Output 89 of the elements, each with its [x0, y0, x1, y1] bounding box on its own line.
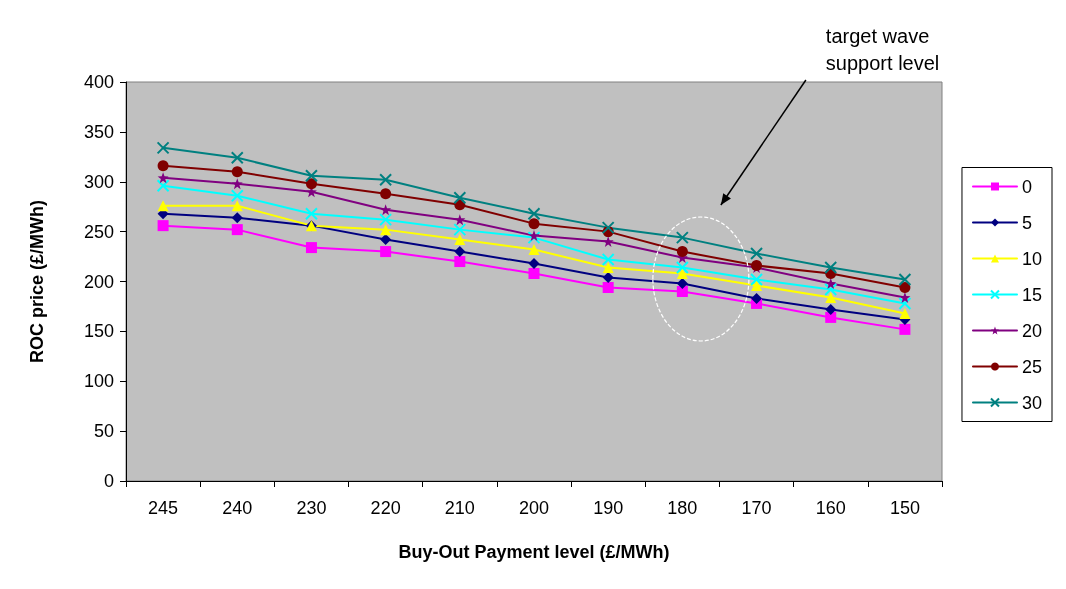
point [528, 218, 540, 230]
point [899, 323, 911, 335]
x-tick-label: 180 [667, 498, 698, 518]
x-tick-label: 170 [741, 498, 772, 518]
x-tick-label: 160 [815, 498, 846, 518]
x-axis-title: Buy-Out Payment level (£/MWh) [398, 542, 670, 562]
point [230, 151, 244, 165]
x-tick-label: 150 [889, 498, 920, 518]
point [380, 224, 392, 236]
point [676, 285, 688, 297]
point [231, 212, 243, 224]
point [676, 246, 688, 258]
y-tick-label: 50 [93, 421, 114, 442]
point [156, 179, 170, 193]
point [528, 258, 540, 270]
point [454, 246, 466, 258]
point [602, 272, 614, 284]
legend-label: 5 [1021, 212, 1032, 233]
point [825, 303, 837, 315]
point [453, 191, 467, 205]
point [601, 253, 615, 267]
y-tick-label: 0 [103, 471, 114, 491]
point [305, 178, 317, 190]
point [454, 234, 466, 246]
point [750, 273, 764, 287]
point [156, 141, 170, 155]
point [157, 172, 169, 184]
point [824, 282, 838, 296]
point [675, 231, 689, 245]
point [602, 262, 614, 274]
point [231, 224, 243, 236]
point [898, 296, 912, 310]
point [231, 200, 243, 212]
y-tick-label: 250 [83, 221, 114, 242]
y-tick-label: 150 [83, 321, 114, 342]
legend-label: 20 [1021, 320, 1043, 341]
point [305, 242, 317, 254]
point [453, 223, 467, 237]
legend-label: 0 [1021, 176, 1032, 197]
point [231, 166, 243, 178]
point [157, 160, 169, 172]
point [676, 268, 688, 280]
y-tick-label: 350 [83, 121, 114, 142]
x-tick-label: 220 [370, 498, 401, 518]
point [379, 213, 393, 227]
y-tick-label: 300 [83, 171, 114, 192]
point [454, 214, 466, 226]
point [379, 173, 393, 187]
point [602, 281, 614, 293]
point [230, 189, 244, 203]
point [380, 246, 392, 258]
point [898, 273, 912, 287]
point [304, 169, 318, 183]
point [528, 244, 540, 256]
x-tick-label: 210 [444, 498, 475, 518]
point [675, 261, 689, 275]
point [454, 256, 466, 268]
point [380, 188, 392, 200]
legend-label: 25 [1021, 356, 1043, 377]
point [157, 200, 169, 212]
x-tick-label: 190 [593, 498, 624, 518]
point [231, 178, 243, 190]
point [825, 311, 837, 323]
legend-label: 15 [1021, 284, 1043, 305]
point [825, 291, 837, 303]
point [304, 207, 318, 221]
point [527, 207, 541, 221]
point [899, 307, 911, 319]
point [750, 247, 764, 261]
y-tick-label: 100 [83, 371, 114, 392]
x-tick-label: 200 [518, 498, 550, 518]
x-tick-label: 230 [296, 498, 327, 518]
y-tick-label: 400 [83, 72, 114, 92]
y-axis-title: ROC price (£/MWh) [27, 199, 47, 364]
x-tick-label: 245 [148, 498, 179, 518]
point [157, 220, 169, 232]
point [601, 221, 615, 235]
point [751, 292, 763, 304]
point [380, 204, 392, 216]
point [380, 234, 392, 246]
text: target wave support level [825, 24, 940, 74]
legend-label: 10 [1021, 248, 1043, 269]
point [899, 281, 911, 293]
x-tick-label: 240 [222, 498, 253, 518]
point [602, 236, 614, 248]
point [824, 261, 838, 275]
legend-label: 30 [1021, 392, 1043, 413]
point [528, 268, 540, 280]
y-tick-label: 200 [83, 271, 114, 292]
